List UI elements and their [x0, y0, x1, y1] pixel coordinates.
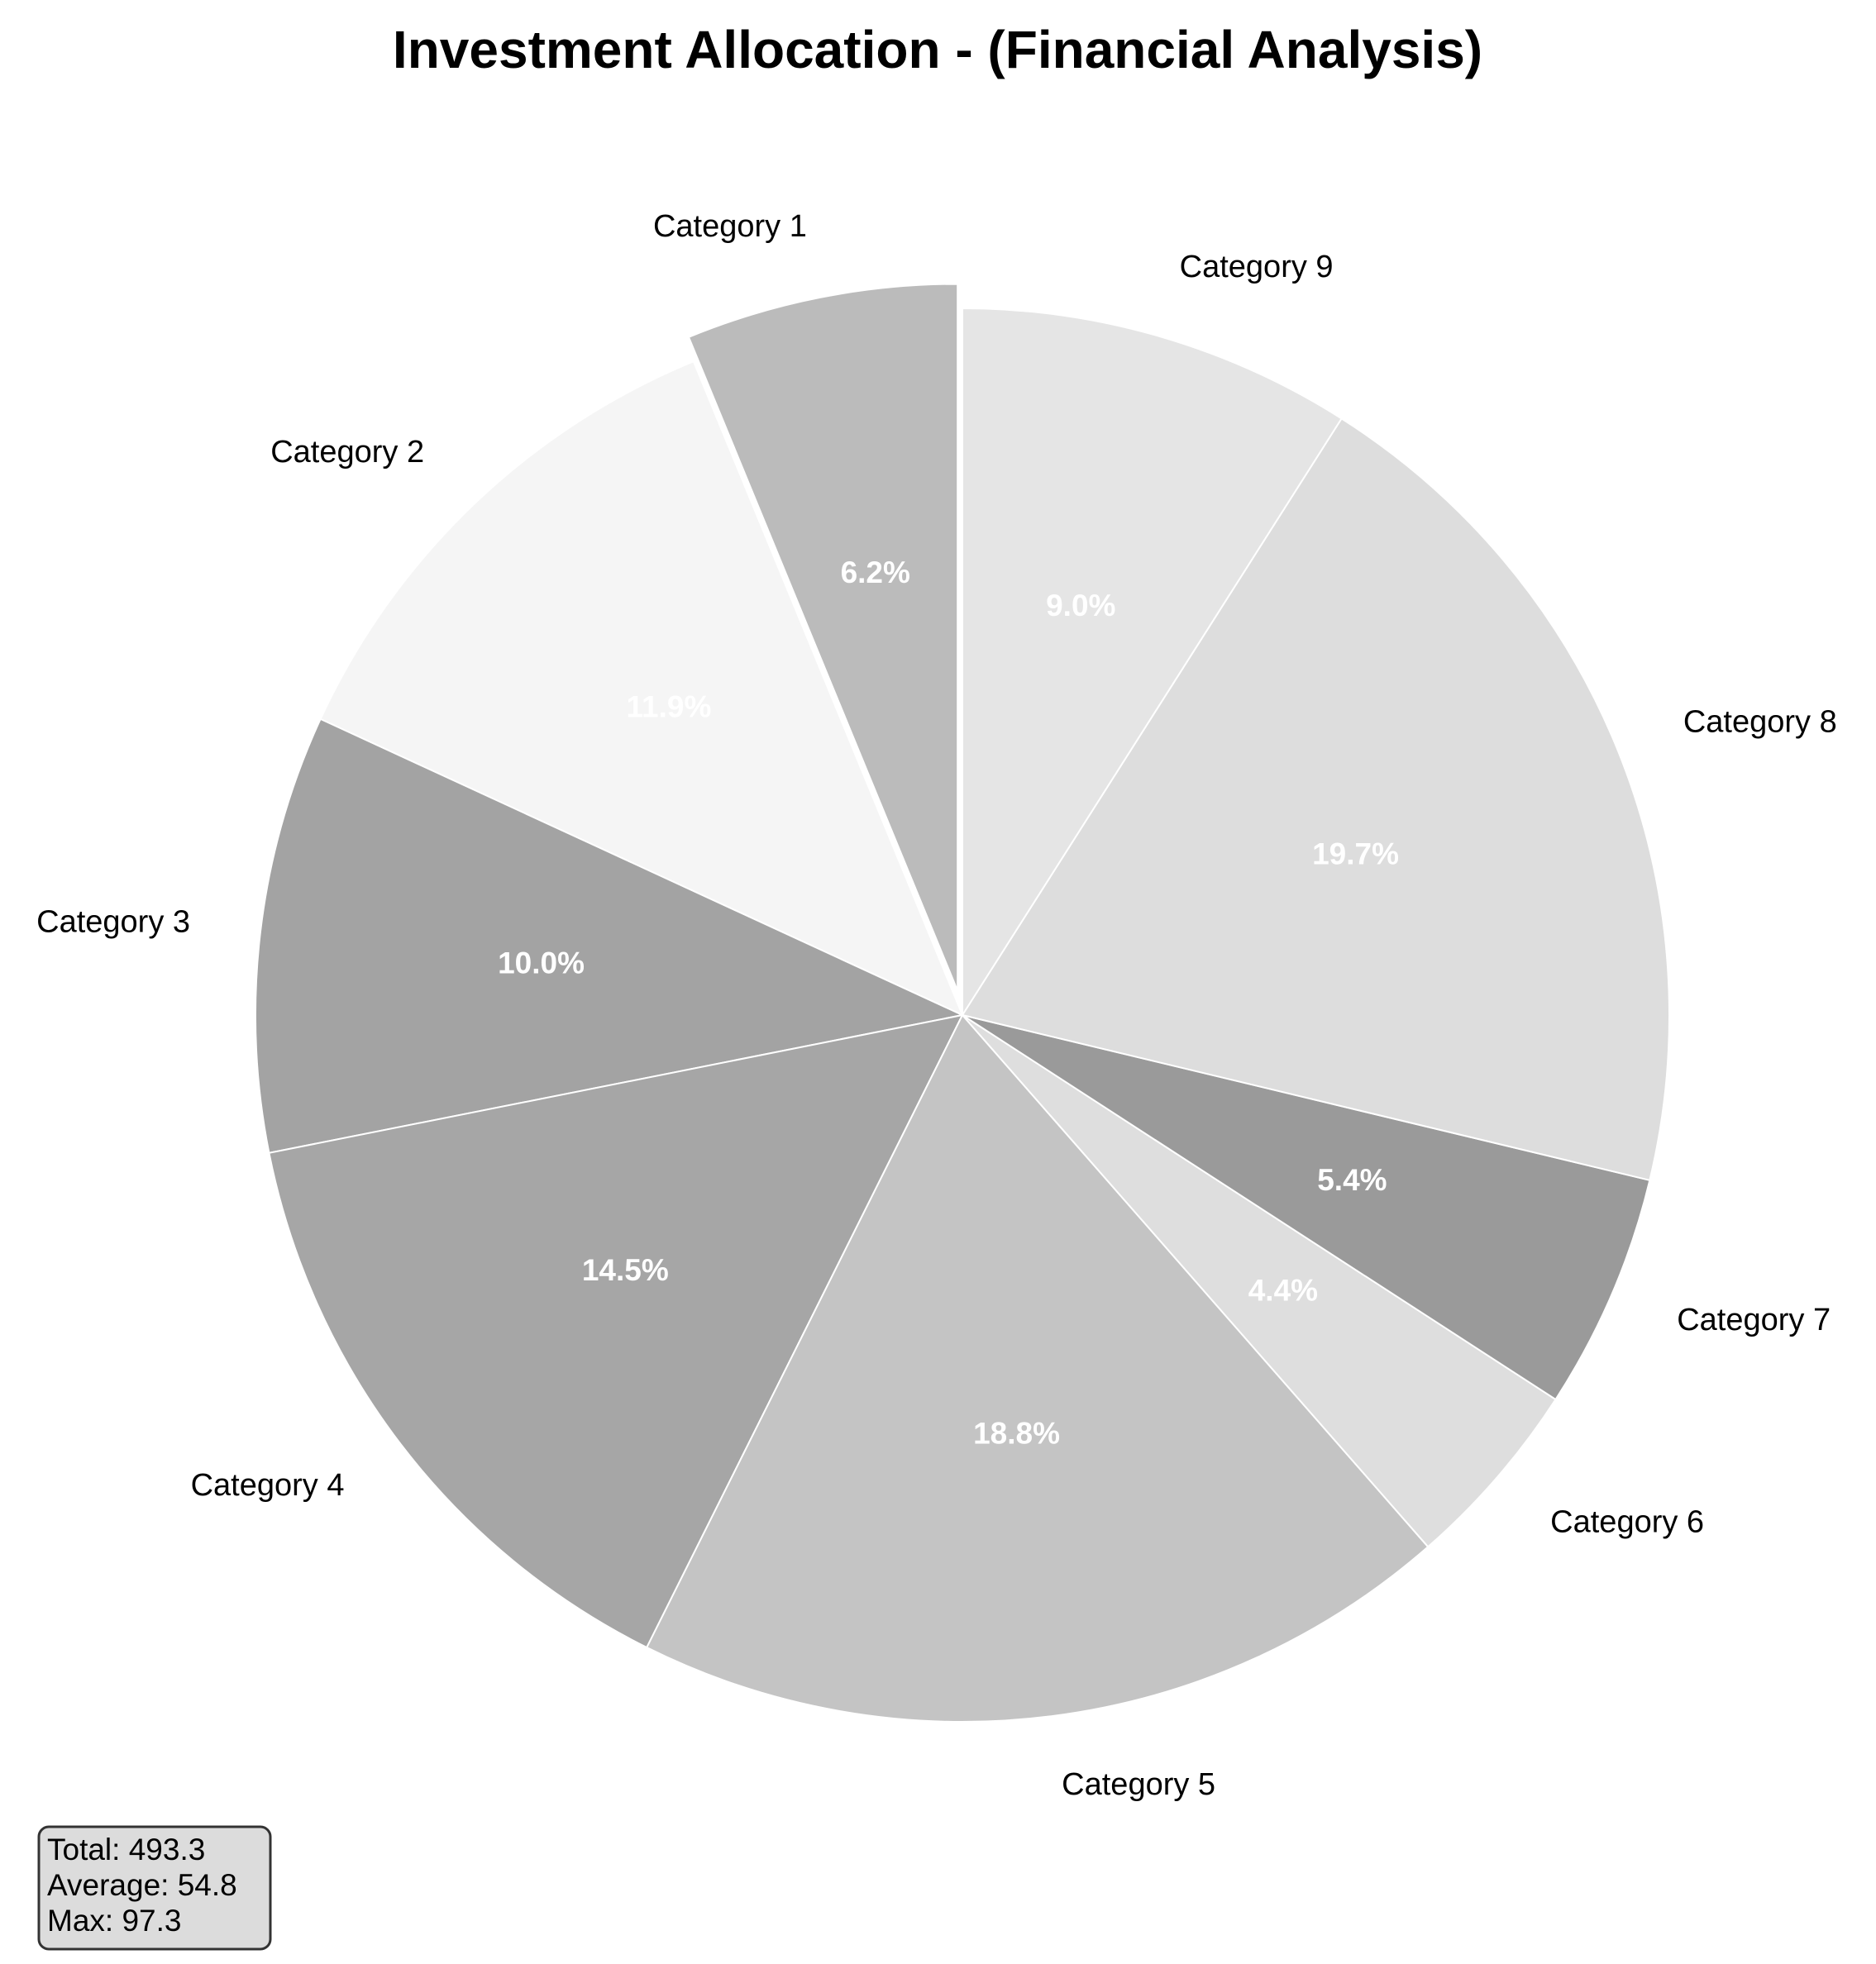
pie-slice-8 — [961, 417, 1670, 1182]
pie-slices — [255, 283, 1670, 1723]
percentage-label-8: 19.7% — [1312, 837, 1399, 870]
percentage-label-2: 11.9% — [627, 689, 712, 723]
percentage-label-1: 6.2% — [841, 555, 910, 589]
category-label-1: Category 1 — [653, 209, 807, 244]
category-label-9: Category 9 — [1180, 250, 1334, 284]
percentage-label-4: 14.5% — [582, 1253, 669, 1287]
pie-slice-3 — [255, 717, 966, 1154]
pie-slice-6 — [962, 1014, 1557, 1548]
pie-slice-2 — [319, 360, 964, 1017]
category-label-8: Category 8 — [1683, 704, 1837, 739]
stats-box-frame — [37, 1825, 272, 1951]
percentage-label-3: 10.0% — [498, 946, 585, 980]
percentage-label-6: 4.4% — [1248, 1273, 1318, 1307]
chart-title: Investment Allocation - (Financial Analy… — [393, 20, 1482, 79]
category-label-2: Category 2 — [270, 435, 424, 470]
category-label-7: Category 7 — [1677, 1303, 1831, 1337]
stats-average: Average: 54.8 — [47, 1868, 237, 1902]
pie-slice-7 — [962, 1014, 1651, 1401]
stats-total: Total: 493.3 — [47, 1833, 205, 1866]
percentage-label-9: 9.0% — [1046, 589, 1115, 622]
percentage-labels: 6.2% 11.9% 10.0% 14.5% 18.8% 4.4% 5.4% 19.7% 9.0… — [498, 555, 1399, 1450]
percentage-label-5: 18.8% — [973, 1417, 1060, 1451]
pie-slice-9 — [962, 307, 1343, 1018]
stats-box: Total: 493.3 Average: 54.8 Max: 97.3 — [37, 1825, 272, 1951]
category-labels: Category 1 Category 2 Category 3 Category 4… — [36, 209, 1837, 1802]
pie-slice-1 — [687, 283, 959, 991]
percentage-label-7: 5.4% — [1317, 1163, 1387, 1197]
category-label-5: Category 5 — [1062, 1767, 1215, 1802]
category-label-4: Category 4 — [191, 1468, 345, 1503]
stats-max: Max: 97.3 — [47, 1904, 181, 1938]
category-label-3: Category 3 — [36, 904, 190, 939]
pie-slice-5 — [645, 1013, 1430, 1723]
pie-slice-4 — [268, 1013, 964, 1649]
category-label-6: Category 6 — [1550, 1504, 1704, 1539]
